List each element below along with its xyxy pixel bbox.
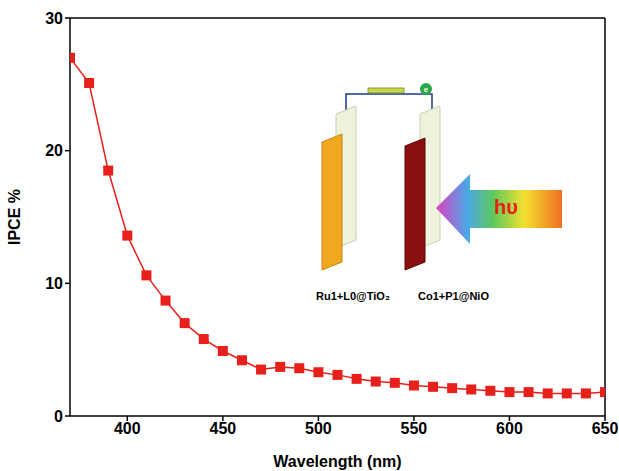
svg-text:450: 450 bbox=[210, 420, 237, 437]
svg-text:20: 20 bbox=[45, 142, 63, 159]
svg-text:0: 0 bbox=[54, 408, 63, 425]
svg-text:400: 400 bbox=[114, 420, 141, 437]
svg-text:Co1+P1@NiO: Co1+P1@NiO bbox=[418, 290, 489, 302]
svg-text:e: e bbox=[424, 85, 429, 94]
svg-text:hυ: hυ bbox=[494, 196, 518, 218]
svg-text:500: 500 bbox=[305, 420, 332, 437]
svg-text:30: 30 bbox=[45, 10, 63, 27]
svg-text:650: 650 bbox=[592, 420, 619, 437]
svg-text:550: 550 bbox=[401, 420, 428, 437]
svg-text:10: 10 bbox=[45, 275, 63, 292]
svg-text:Wavelength (nm): Wavelength (nm) bbox=[273, 453, 401, 470]
svg-text:Ru1+L0@TiO₂: Ru1+L0@TiO₂ bbox=[316, 290, 390, 302]
svg-text:600: 600 bbox=[496, 420, 523, 437]
svg-text:IPCE %: IPCE % bbox=[6, 189, 23, 245]
